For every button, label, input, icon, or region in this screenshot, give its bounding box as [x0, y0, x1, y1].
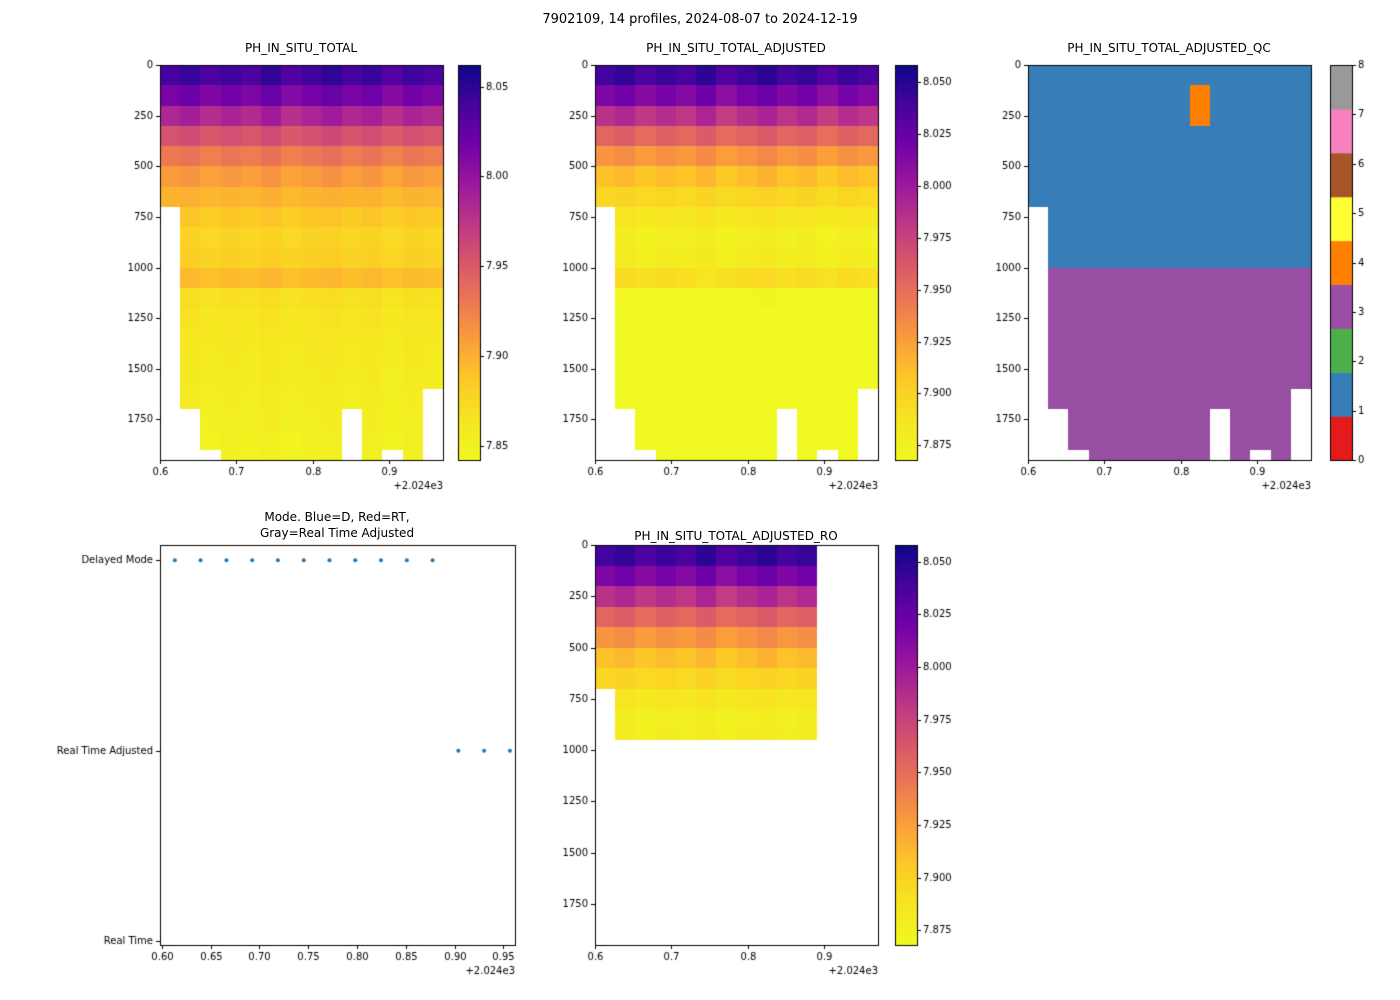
subplot-title-mode: Mode. Blue=D, Red=RT, Gray=Real Time Adj…	[260, 509, 414, 541]
subplot-title-ph-adjusted: PH_IN_SITU_TOTAL_ADJUSTED	[646, 41, 826, 55]
subplot-title-mode-line1: Mode. Blue=D, Red=RT,	[264, 510, 410, 524]
subplot-title-ph-adjusted-ro: PH_IN_SITU_TOTAL_ADJUSTED_RO	[634, 529, 838, 543]
subplot-title-ph-adjusted-qc: PH_IN_SITU_TOTAL_ADJUSTED_QC	[1067, 41, 1271, 55]
subplot-title-mode-line2: Gray=Real Time Adjusted	[259, 526, 415, 540]
figure-title: 7902109, 14 profiles, 2024-08-07 to 2024…	[542, 12, 858, 27]
subplot-title-ph-total: PH_IN_SITU_TOTAL	[244, 41, 358, 55]
